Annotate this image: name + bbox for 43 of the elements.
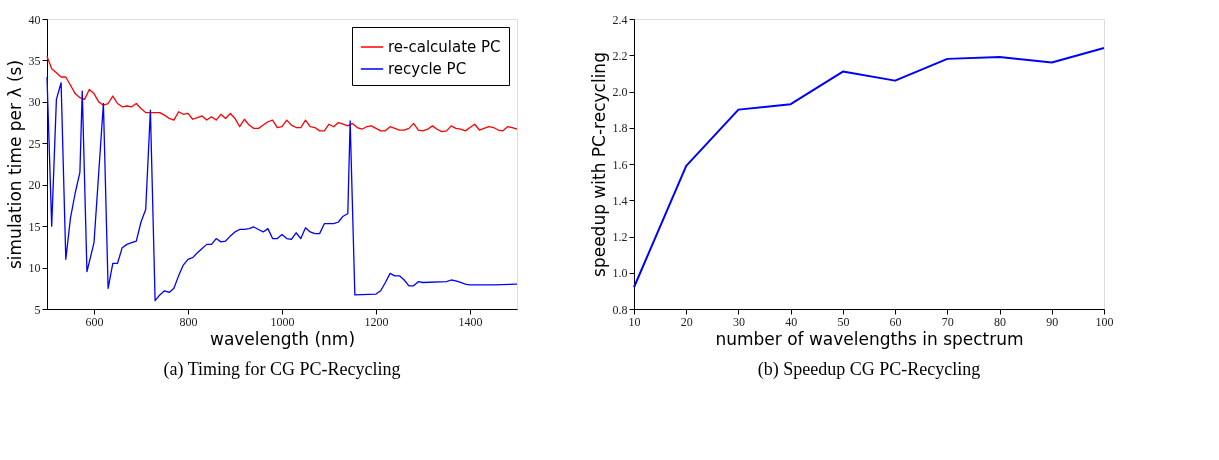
line-series: [633, 47, 1105, 289]
x-axis-title: wavelength (nm): [209, 328, 356, 349]
x-tick-label: 800: [179, 314, 198, 329]
x-tick-label: 80: [994, 314, 1007, 329]
y-tick-label: 10: [28, 261, 41, 276]
legend-label: recycle PC: [388, 60, 467, 78]
y-tick-label: 1.6: [612, 157, 628, 172]
y-tick-label: 1.0: [612, 266, 628, 281]
x-tick-label: 10: [628, 314, 641, 329]
y-tick-label: 35: [28, 53, 41, 68]
text: (a) Timing for CG PC-Recycling: [163, 359, 401, 380]
line-series: [46, 55, 518, 133]
x-tick-label: 1400: [458, 314, 483, 329]
y-tick-label: 0.8: [612, 302, 628, 317]
y-tick-label: 1.4: [612, 193, 628, 208]
x-tick-label: 60: [889, 314, 902, 329]
y-tick-label: 5: [34, 302, 41, 317]
x-tick-label: 90: [1046, 314, 1059, 329]
x-tick-label: 1000: [270, 314, 295, 329]
y-tick-label: 25: [28, 136, 41, 151]
y-tick-label: 20: [28, 178, 41, 193]
y-tick-label: 15: [28, 219, 41, 234]
y-tick-label: 1.8: [612, 121, 628, 136]
y-tick-label: 2.0: [612, 85, 628, 99]
y-tick-label: 30: [28, 95, 41, 110]
legend-label: re-calculate PC: [388, 38, 501, 56]
text: (b) Speedup CG PC-Recycling: [757, 359, 981, 380]
x-tick-label: 30: [732, 314, 745, 329]
y-tick-label: 2.4: [612, 12, 628, 27]
y-axis-title: speedup with PC-recycling: [588, 52, 609, 277]
y-axis-title: simulation time per λ (s): [4, 59, 25, 270]
y-tick-label: 40: [28, 12, 41, 27]
x-tick-label: 1200: [364, 314, 389, 329]
x-tick-label: 100: [1095, 314, 1114, 329]
y-tick-label: 2.2: [612, 48, 628, 63]
y-tick-label: 1.2: [612, 230, 628, 244]
x-tick-label: 40: [785, 314, 798, 329]
x-tick-label: 20: [680, 314, 693, 329]
line-series: [46, 76, 518, 302]
x-tick-label: 50: [837, 314, 850, 329]
x-axis-title: number of wavelengths in spectrum: [715, 328, 1024, 349]
x-tick-label: 600: [85, 314, 104, 329]
x-tick-label: 70: [941, 314, 954, 329]
